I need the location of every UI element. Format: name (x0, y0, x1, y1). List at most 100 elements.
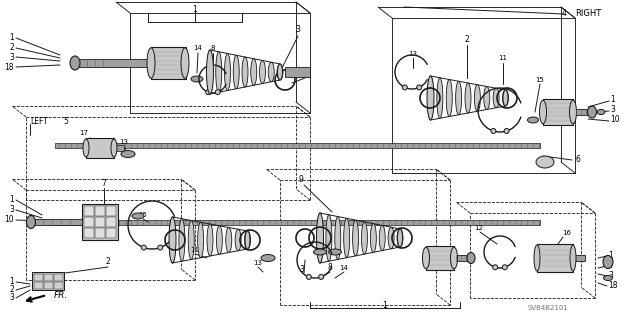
Bar (454, 255, 470, 261)
Ellipse shape (570, 100, 577, 124)
Text: 1: 1 (608, 250, 612, 259)
Ellipse shape (235, 229, 241, 251)
Circle shape (215, 90, 220, 95)
Text: 13: 13 (120, 139, 129, 145)
Text: 4: 4 (561, 10, 566, 19)
Ellipse shape (207, 50, 214, 94)
Text: 14: 14 (340, 265, 348, 271)
Ellipse shape (121, 151, 135, 158)
Text: 18: 18 (4, 63, 14, 71)
Text: 8: 8 (328, 263, 332, 272)
Ellipse shape (604, 276, 612, 280)
Circle shape (493, 265, 498, 270)
Bar (84, 206, 94, 216)
Circle shape (417, 85, 422, 90)
Bar (44, 274, 53, 281)
Circle shape (157, 245, 163, 250)
Ellipse shape (362, 222, 367, 254)
Circle shape (319, 274, 324, 279)
Text: 18: 18 (608, 280, 618, 290)
Ellipse shape (474, 85, 481, 111)
Text: 1: 1 (383, 300, 387, 309)
Ellipse shape (397, 229, 403, 247)
Ellipse shape (493, 88, 499, 108)
Ellipse shape (597, 109, 605, 115)
Ellipse shape (446, 79, 452, 116)
Ellipse shape (588, 106, 596, 118)
Ellipse shape (314, 249, 326, 255)
Text: LEFT: LEFT (30, 116, 48, 125)
Bar (86, 138, 114, 158)
Bar (34, 282, 43, 289)
Ellipse shape (484, 86, 490, 109)
Text: 3: 3 (9, 293, 14, 302)
Ellipse shape (328, 249, 342, 255)
Circle shape (403, 85, 407, 90)
Text: 3: 3 (9, 53, 14, 62)
Text: 12: 12 (475, 225, 483, 231)
Text: 2: 2 (9, 43, 14, 53)
Ellipse shape (207, 50, 213, 94)
Ellipse shape (335, 217, 340, 259)
Ellipse shape (147, 48, 155, 78)
Text: 1: 1 (9, 196, 14, 204)
Ellipse shape (261, 255, 275, 262)
Ellipse shape (536, 156, 554, 168)
Ellipse shape (251, 59, 257, 85)
Text: FR.: FR. (54, 291, 68, 300)
Ellipse shape (371, 224, 376, 252)
Ellipse shape (503, 90, 508, 106)
Text: 9: 9 (305, 70, 310, 79)
Ellipse shape (380, 226, 385, 250)
Circle shape (504, 129, 509, 133)
Ellipse shape (427, 76, 434, 120)
Bar (76, 59, 151, 67)
Text: 7: 7 (102, 179, 106, 188)
Circle shape (491, 129, 496, 133)
Text: 8: 8 (211, 45, 215, 51)
Bar (151, 47, 186, 79)
Bar (95, 228, 105, 238)
Bar (55, 219, 540, 225)
Bar (34, 274, 43, 281)
Text: 15: 15 (139, 212, 147, 218)
Text: 5: 5 (63, 116, 68, 125)
Ellipse shape (344, 218, 349, 258)
Bar (95, 206, 105, 216)
Ellipse shape (540, 100, 547, 124)
Ellipse shape (570, 245, 576, 271)
Bar (84, 228, 94, 238)
Text: 2: 2 (9, 286, 14, 294)
Circle shape (307, 274, 311, 279)
Ellipse shape (353, 220, 358, 256)
Text: 2: 2 (608, 261, 612, 270)
Bar (106, 206, 116, 216)
Ellipse shape (397, 229, 403, 247)
Text: 9: 9 (299, 175, 303, 184)
Text: 10: 10 (4, 216, 14, 225)
Ellipse shape (502, 90, 509, 106)
Bar (573, 109, 591, 115)
Bar (543, 99, 573, 125)
Ellipse shape (207, 224, 213, 256)
Ellipse shape (277, 64, 283, 80)
Ellipse shape (465, 83, 471, 113)
Circle shape (141, 245, 147, 250)
Bar (54, 282, 63, 289)
Ellipse shape (259, 61, 266, 84)
Text: SVB4B2101: SVB4B2101 (528, 305, 569, 311)
Ellipse shape (437, 78, 443, 118)
Text: 6: 6 (575, 155, 580, 165)
Bar (54, 274, 63, 281)
Ellipse shape (242, 57, 248, 87)
Ellipse shape (317, 213, 323, 263)
Text: 17: 17 (79, 130, 88, 136)
Bar (32, 272, 64, 290)
Text: 1: 1 (9, 278, 14, 286)
Ellipse shape (216, 52, 221, 92)
Bar (84, 217, 94, 227)
Ellipse shape (26, 216, 35, 228)
Ellipse shape (191, 76, 203, 82)
Ellipse shape (603, 256, 613, 269)
Text: 3: 3 (608, 271, 613, 279)
